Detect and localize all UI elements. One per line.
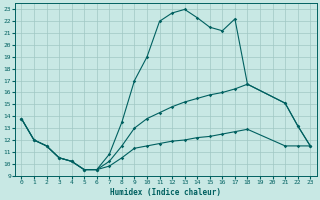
X-axis label: Humidex (Indice chaleur): Humidex (Indice chaleur) — [110, 188, 221, 197]
